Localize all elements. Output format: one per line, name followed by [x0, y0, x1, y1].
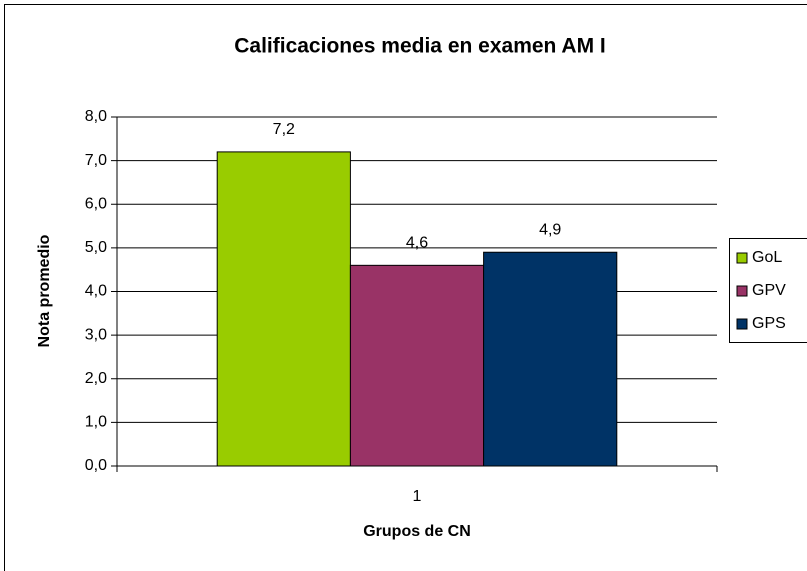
value-label: 4,6: [406, 235, 428, 252]
x-axis-label: Grupos de CN: [363, 523, 471, 540]
bar: [349, 264, 485, 467]
y-tick-label: 1,0: [85, 414, 107, 431]
y-tick-label: 0,0: [85, 457, 107, 474]
bar: [216, 151, 351, 467]
legend-label: GPS: [752, 315, 786, 332]
legend-label: GPV: [752, 282, 786, 299]
y-tick-label: 6,0: [85, 195, 107, 212]
legend-swatch: [736, 252, 748, 264]
y-tick-label: 2,0: [85, 370, 107, 387]
y-axis-label: Nota promedio: [36, 234, 53, 347]
y-tick-label: 3,0: [85, 326, 107, 343]
bar: [483, 251, 618, 467]
value-label: 4,9: [539, 221, 561, 238]
legend-label: GoL: [752, 249, 782, 266]
legend-swatch: [736, 285, 748, 297]
legend-swatch: [736, 318, 748, 330]
x-tick-label: 1: [413, 488, 422, 505]
y-tick-label: 8,0: [85, 108, 107, 125]
chart-title: Calificaciones media en examen AM I: [234, 35, 606, 58]
y-tick-label: 7,0: [85, 152, 107, 169]
value-label: 7,2: [273, 121, 295, 138]
y-tick-label: 4,0: [85, 283, 107, 300]
y-tick-label: 5,0: [85, 239, 107, 256]
